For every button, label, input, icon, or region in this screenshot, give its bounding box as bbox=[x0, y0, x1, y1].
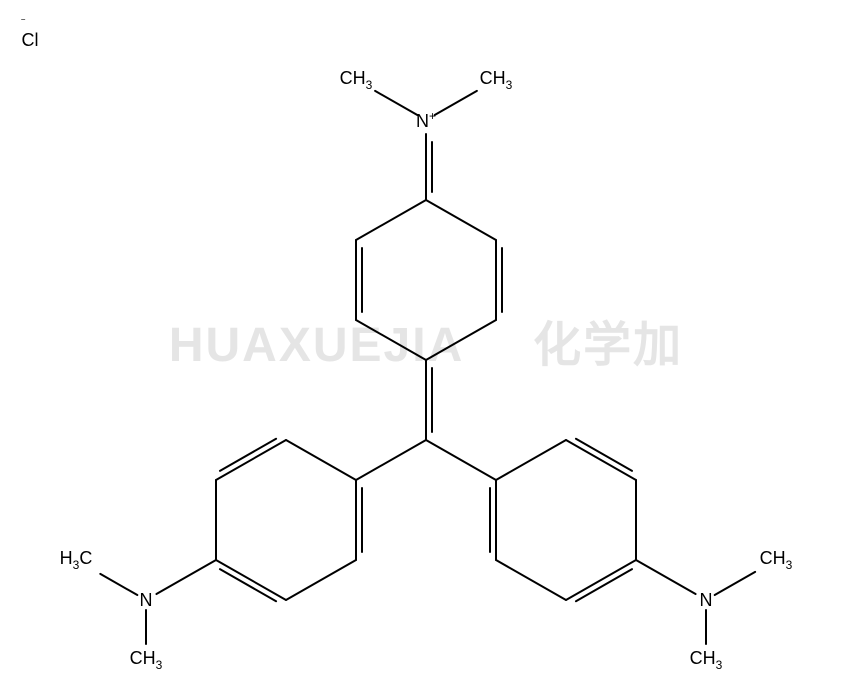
structure-labels: N+ CH3 CH3 N H3C CH3 N CH3 CH3 bbox=[0, 0, 852, 680]
atom-label-NL: N bbox=[140, 591, 153, 609]
atom-label-NRMe1: CH3 bbox=[760, 549, 793, 571]
counterion-label: ‾ Cl bbox=[22, 31, 39, 49]
atom-label-NRMe2: CH3 bbox=[690, 649, 723, 671]
atom-label-NLMe1: H3C bbox=[60, 549, 93, 571]
atom-label-NpMe2: CH3 bbox=[480, 69, 513, 91]
atom-label-NR: N bbox=[700, 591, 713, 609]
atom-label-NLMe2: CH3 bbox=[130, 649, 163, 671]
counterion-text: Cl bbox=[22, 30, 39, 50]
atom-label-Np: N+ bbox=[416, 110, 436, 130]
atom-label-NpMe1: CH3 bbox=[340, 69, 373, 91]
